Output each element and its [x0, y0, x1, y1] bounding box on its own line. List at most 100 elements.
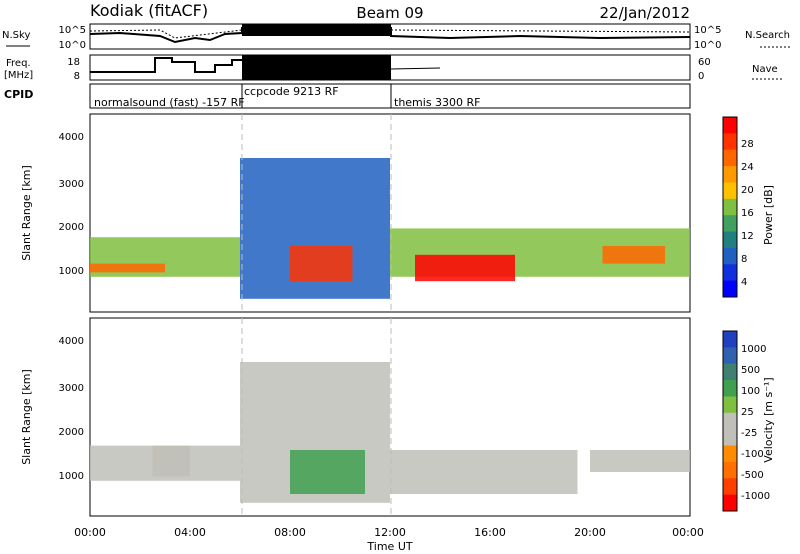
- power-ytick-1000: 1000: [59, 266, 84, 277]
- power-cbar-swatch-8: [723, 247, 737, 265]
- beam-title: Beam 09: [356, 4, 423, 22]
- power-cbar-swatch-4: [723, 182, 737, 200]
- velocity-ytick-3000: 3000: [59, 383, 84, 394]
- power-ylabel: Slant Range [km]: [20, 165, 33, 261]
- power-cbar-swatch-5: [723, 198, 737, 216]
- velocity-cbar-tick-1000: 1000: [741, 344, 766, 355]
- velocity-bands-band-1: [152, 445, 190, 477]
- power-cbar-swatch-1: [723, 133, 737, 151]
- nave-label: Nave: [752, 64, 778, 75]
- xtick-1200: 12:00: [374, 526, 406, 539]
- power-colorbar-ticks: 28 24 20 16 12 8 4: [741, 139, 754, 288]
- power-cbar-tick-4: 4: [741, 277, 747, 288]
- cpid-row: CPID normalsound (fast) -157 RF ccpcode …: [4, 83, 691, 109]
- power-cbar-tick-8: 8: [741, 254, 747, 265]
- power-cbar-tick-16: 16: [741, 208, 754, 219]
- power-cbar-swatch-9: [723, 264, 737, 282]
- power-cbar-swatch-7: [723, 231, 737, 249]
- velocity-cbar-swatch-6: [723, 429, 737, 447]
- power-bands: [90, 158, 690, 299]
- velocity-cbar-tick-neg1000: -1000: [741, 491, 770, 502]
- velocity-ytick-1000: 1000: [59, 471, 84, 482]
- freq-right-tick-top: 60: [698, 57, 711, 68]
- velocity-bands-band-5: [590, 450, 690, 472]
- velocity-cbar-swatch-4: [723, 396, 737, 414]
- power-bands-band-3: [290, 246, 353, 282]
- velocity-colorbar-frame: [722, 330, 738, 512]
- velocity-cbar-tick-neg100: -100: [741, 449, 764, 460]
- freq-label-line1: Freq.: [6, 58, 31, 69]
- velocity-colorbar-label: Velocity [m s⁻¹]: [762, 377, 775, 462]
- cpid-label: CPID: [4, 88, 33, 101]
- power-colorbar-label: Power [dB]: [762, 185, 775, 245]
- noise-right-tick-top: 10^5: [694, 25, 721, 36]
- velocity-ytick-2000: 2000: [59, 427, 84, 438]
- nave-trace: [390, 67, 441, 70]
- velocity-bands-band-4: [390, 450, 578, 494]
- cpid-frame: [89, 83, 691, 109]
- power-cbar-swatch-2: [723, 149, 737, 167]
- xtick-0000-end: 00:00: [672, 526, 704, 539]
- noise-sky-trace: [89, 27, 691, 44]
- cpid-segment-themis: themis 3300 RF: [394, 96, 481, 109]
- freq-label-line2: [MHz]: [4, 70, 33, 81]
- noise-left-tick-bottom: 10^0: [59, 40, 86, 51]
- xtick-0800: 08:00: [274, 526, 306, 539]
- power-colorbar: [723, 117, 737, 298]
- noise-panel: N.Sky 10^5 10^0 10^5 10^0 N.Search: [2, 23, 790, 51]
- power-panel: Slant Range [km] 4000 3000 2000 1000 28 …: [20, 113, 775, 313]
- velocity-cbar-swatch-7: [723, 445, 737, 463]
- power-cbar-tick-20: 20: [741, 185, 754, 196]
- velocity-cbar-swatch-0: [723, 331, 737, 348]
- velocity-cbar-swatch-1: [723, 347, 737, 365]
- power-ytick-2000: 2000: [59, 222, 84, 233]
- xtick-0400: 04:00: [174, 526, 206, 539]
- velocity-panel: Slant Range [km] 4000 3000 2000 1000 100…: [20, 317, 775, 517]
- station-title: Kodiak (fitACF): [90, 1, 208, 20]
- velocity-ylabel: Slant Range [km]: [20, 369, 33, 465]
- velocity-cbar-tick-neg500: -500: [741, 470, 764, 481]
- power-colorbar-frame: [722, 116, 738, 298]
- cpid-segment-normalsound: normalsound (fast) -157 RF: [94, 96, 245, 109]
- velocity-cbar-swatch-5: [723, 412, 737, 430]
- power-bands-band-5: [415, 254, 515, 282]
- velocity-ytick-4000: 4000: [59, 336, 84, 347]
- velocity-cbar-tick-100: 100: [741, 386, 760, 397]
- x-axis: 00:00 04:00 08:00 12:00 16:00 20:00 00:0…: [74, 526, 704, 553]
- velocity-cbar-swatch-3: [723, 380, 737, 397]
- xtick-2000: 20:00: [574, 526, 606, 539]
- x-axis-label: Time UT: [366, 540, 412, 553]
- velocity-cbar-swatch-9: [723, 478, 737, 496]
- power-cbar-tick-28: 28: [741, 139, 754, 150]
- noise-black-block: [242, 24, 391, 36]
- power-cbar-swatch-3: [723, 166, 737, 183]
- freq-left-tick-top: 18: [67, 57, 80, 68]
- velocity-bands: [90, 362, 690, 503]
- freq-right-tick-bottom: 0: [698, 71, 704, 82]
- velocity-yticks: 4000 3000 2000 1000: [59, 336, 84, 482]
- power-cbar-swatch-6: [723, 215, 737, 233]
- xtick-1600: 16:00: [474, 526, 506, 539]
- velocity-colorbar-ticks: 1000 500 100 25 -25 -100 -500 -1000: [741, 344, 770, 502]
- power-bands-band-1: [90, 263, 165, 273]
- freq-left-tick-bottom: 8: [74, 71, 80, 82]
- freq-panel: Freq. [MHz] 18 8 60 0 Nave: [4, 54, 782, 82]
- date-title: 22/Jan/2012: [600, 4, 691, 22]
- power-ytick-3000: 3000: [59, 179, 84, 190]
- velocity-cbar-swatch-8: [723, 461, 737, 479]
- xtick-0000-start: 00:00: [74, 526, 106, 539]
- noise-search-trace: [89, 29, 691, 39]
- power-bands-band-6: [602, 246, 665, 264]
- power-ytick-4000: 4000: [59, 132, 84, 143]
- power-cbar-tick-12: 12: [741, 231, 754, 242]
- velocity-cbar-swatch-2: [723, 363, 737, 381]
- power-cbar-tick-24: 24: [741, 162, 754, 173]
- power-cbar-swatch-0: [723, 117, 737, 134]
- noise-right-tick-bottom: 10^0: [694, 40, 721, 51]
- power-yticks: 4000 3000 2000 1000: [59, 132, 84, 277]
- noise-left-tick-top: 10^5: [59, 25, 86, 36]
- power-cbar-swatch-10: [723, 280, 737, 298]
- velocity-cbar-tick-neg25: -25: [741, 428, 757, 439]
- velocity-cbar-tick-25: 25: [741, 407, 754, 418]
